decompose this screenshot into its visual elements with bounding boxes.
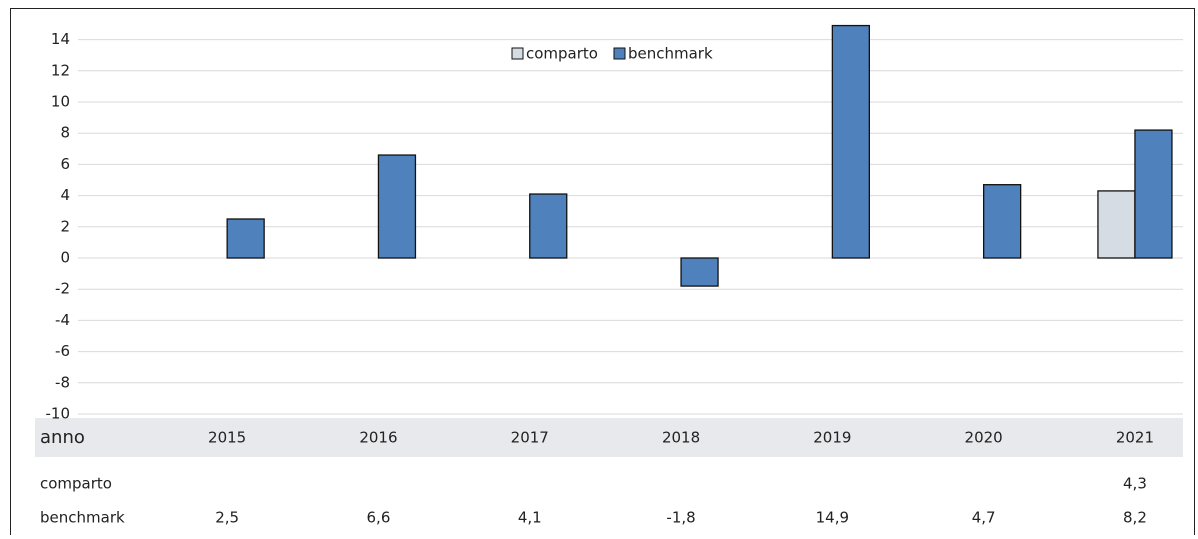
y-tick-label: 10 (51, 93, 70, 111)
table-value: 4,7 (972, 509, 996, 527)
bar (831, 24, 870, 259)
table-value: 8,2 (1123, 509, 1147, 527)
x-tick-label: 2021 (1116, 429, 1154, 447)
y-tick-label: 14 (51, 30, 70, 48)
table-row-label: benchmark (40, 509, 125, 527)
bar (680, 257, 719, 287)
x-tick-label: 2018 (662, 429, 700, 447)
legend-swatch (511, 47, 524, 60)
table-value: -1,8 (666, 509, 695, 527)
bar (377, 154, 417, 259)
bar (983, 184, 1022, 259)
bar (1134, 129, 1173, 259)
table-value: 4,1 (518, 509, 542, 527)
bar (1097, 190, 1136, 259)
y-tick-label: 0 (60, 249, 70, 267)
bar (226, 218, 265, 259)
table-value: 2,5 (215, 509, 239, 527)
table-value: 14,9 (816, 509, 849, 527)
y-tick-label: -4 (55, 311, 70, 329)
table-row-label: comparto (40, 475, 112, 493)
y-tick-label: 2 (60, 217, 70, 235)
table-header-label: anno (40, 427, 85, 448)
y-tick-label: 12 (51, 61, 70, 79)
y-tick-label: -6 (55, 342, 70, 360)
frame (10, 8, 1195, 539)
x-tick-label: 2015 (208, 429, 246, 447)
y-tick-label: -10 (46, 405, 71, 423)
legend-swatch (613, 47, 626, 60)
y-tick-label: -8 (55, 373, 70, 391)
x-tick-label: 2016 (359, 429, 397, 447)
x-tick-label: 2019 (813, 429, 851, 447)
table-value: 4,3 (1123, 475, 1147, 493)
bar (529, 193, 568, 259)
legend-label: comparto (526, 45, 598, 63)
x-tick-label: 2020 (965, 429, 1003, 447)
y-tick-label: 4 (60, 186, 70, 204)
table-header-bg (35, 418, 1183, 457)
legend-label: benchmark (628, 45, 713, 63)
y-tick-label: 6 (60, 155, 70, 173)
y-tick-label: -2 (55, 280, 70, 298)
table-value: 6,6 (367, 509, 391, 527)
x-tick-label: 2017 (511, 429, 549, 447)
y-tick-label: 8 (60, 124, 70, 142)
